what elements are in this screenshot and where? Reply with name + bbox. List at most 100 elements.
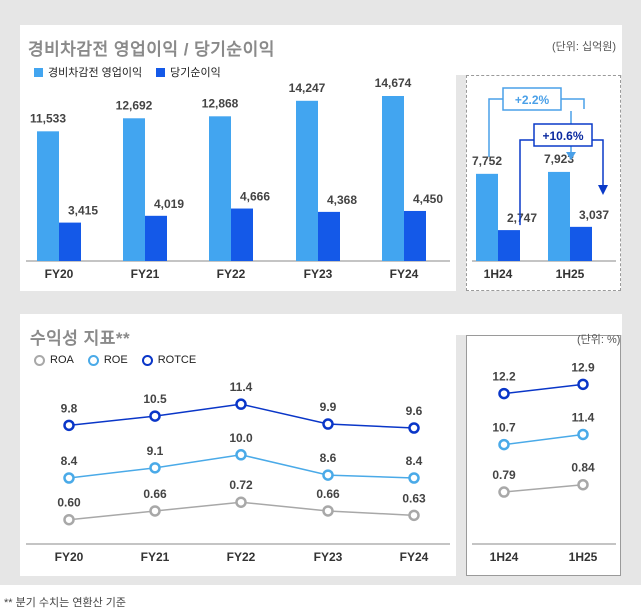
- legend-item-roe: ROE: [87, 354, 128, 366]
- ratio-point-rotce-FY21: [149, 410, 161, 422]
- ratio-half-point-roa-1H25: [577, 478, 589, 491]
- profit-label-net-income-FY21: 4,019: [154, 197, 184, 211]
- profit-bar-op-income-FY22: [209, 116, 231, 261]
- ratio-point-rotce-FY20: [63, 419, 75, 432]
- ratio-xtick-FY24: FY24: [400, 550, 429, 564]
- profit-half-bar-op-income-1H24: [476, 173, 498, 261]
- profit-label-net-income-FY24: 4,450: [413, 192, 443, 206]
- profit-bar-net-income-FY21: [145, 215, 167, 261]
- legend-swatch-net-income: [156, 67, 166, 77]
- ratio-half-panel: [466, 335, 621, 576]
- ratio-label-roe-FY24: 8.4: [406, 454, 423, 468]
- profit-label-op-income-FY22: 12,868: [202, 96, 239, 110]
- profit-label-op-income-FY21: 12,692: [116, 98, 153, 112]
- profit-xtick-FY23: FY23: [304, 267, 333, 281]
- callout-net-income-arrow-head: [598, 185, 608, 195]
- ratio-half-point-rotce-1H24: [498, 387, 510, 400]
- ratio-xtick-FY23: FY23: [314, 550, 343, 564]
- ratio-half-point-rotce-1H25: [577, 378, 589, 391]
- ratio-label-rotce-FY20: 9.8: [61, 401, 78, 415]
- profit-label-op-income-FY24: 14,674: [375, 76, 412, 90]
- profit-xtick-FY22: FY22: [217, 267, 246, 281]
- ratio-half-label-rotce-1H24: 12.2: [492, 370, 516, 384]
- ratio-point-roe-FY23: [322, 469, 334, 481]
- ratio-label-rotce-FY22: 11.4: [230, 380, 253, 394]
- profit-chart-title: 경비차감전 영업이익 / 당기순이익: [28, 40, 275, 59]
- legend-item-rotce: ROTCE: [141, 354, 197, 366]
- legend-label-net-income: 당기순이익: [170, 67, 221, 79]
- ratio-label-roa-FY20: 0.60: [57, 496, 81, 510]
- ratio-half-line-roa: [503, 483, 584, 493]
- legend-marker-roe: [87, 354, 99, 366]
- legend-item-net-income: 당기순이익: [156, 64, 221, 80]
- profit-half-bar-net-income-1H25: [570, 226, 592, 261]
- profit-label-net-income-FY20: 3,415: [68, 204, 98, 218]
- profit-label-op-income-FY20: 11,533: [30, 111, 66, 125]
- ratio-label-rotce-FY23: 9.9: [320, 400, 337, 414]
- footnote: ** 분기 수치는 연환산 기준: [4, 597, 126, 609]
- profit-half-bar-net-income-1H24: [498, 230, 520, 261]
- legend-label-rotce: ROTCE: [157, 354, 197, 366]
- ratio-point-rotce-FY24: [408, 422, 420, 434]
- ratio-point-roe-FY22: [235, 449, 247, 461]
- profit-bar-op-income-FY24: [382, 96, 404, 261]
- ratio-half-label-rotce-1H25: 12.9: [571, 360, 595, 374]
- profit-unit-label: (단위: 십억원): [552, 41, 617, 53]
- legend-label-op-income: 경비차감전 영업이익: [48, 67, 143, 79]
- ratio-xtick-FY20: FY20: [55, 550, 84, 564]
- profit-bar-net-income-FY23: [318, 211, 340, 261]
- profit-half-label-net-income-1H25: 3,037: [579, 208, 609, 222]
- profit-legend: 경비차감전 영업이익 당기순이익: [34, 64, 221, 80]
- profit-half-xtick-1H24: 1H24: [484, 267, 513, 281]
- profit-xtick-FY20: FY20: [45, 267, 74, 281]
- ratio-xtick-FY21: FY21: [141, 550, 170, 564]
- legend-swatch-op-income: [34, 67, 43, 77]
- ratio-label-rotce-FY24: 9.6: [406, 404, 423, 418]
- profit-panel-header: [456, 25, 622, 75]
- callout-op-income-arrow-head: [566, 152, 576, 160]
- ratio-point-roe-FY21: [149, 462, 161, 474]
- profit-xtick-FY24: FY24: [390, 267, 419, 281]
- ratio-half-point-roe-1H25: [577, 428, 589, 441]
- profit-label-net-income-FY23: 4,368: [327, 193, 357, 207]
- profit-half-bar-op-income-1H25: [548, 171, 570, 261]
- ratio-label-roe-FY22: 10.0: [229, 431, 253, 445]
- ratio-half-label-roa-1H25: 0.84: [571, 461, 595, 475]
- profit-half-label-net-income-1H24: 2,747: [507, 211, 537, 225]
- profit-half-xtick-1H25: 1H25: [556, 267, 585, 281]
- callout-net-income-text: +10.6%: [542, 129, 583, 143]
- ratio-label-roe-FY20: 8.4: [61, 454, 78, 468]
- ratio-label-roa-FY21: 0.66: [143, 487, 167, 501]
- ratio-half-label-roa-1H24: 0.79: [492, 468, 516, 482]
- ratio-half-xtick-1H24: 1H24: [490, 550, 519, 564]
- ratio-half-point-roa-1H24: [498, 486, 510, 498]
- callout-op-income-text: +2.2%: [515, 93, 550, 107]
- profit-xtick-FY21: FY21: [131, 267, 160, 281]
- legend-label-roe: ROE: [103, 354, 128, 366]
- ratio-point-roa-FY21: [149, 505, 161, 517]
- ratio-point-roe-FY20: [63, 472, 75, 484]
- ratio-label-roa-FY24: 0.63: [402, 491, 426, 505]
- legend-marker-rotce: [141, 354, 153, 366]
- legend-label-roa: ROA: [50, 354, 74, 366]
- profit-bar-op-income-FY23: [296, 100, 318, 261]
- ratio-half-label-roe-1H24: 10.7: [492, 421, 516, 435]
- ratio-label-roa-FY22: 0.72: [229, 478, 253, 492]
- ratio-half-line-rotce: [503, 383, 584, 395]
- callout-net-income-box: [533, 123, 593, 147]
- profit-label-net-income-FY22: 4,666: [240, 190, 270, 204]
- ratio-panel-header: [456, 314, 622, 335]
- legend-item-roa: ROA: [34, 354, 74, 366]
- ratio-point-rotce-FY22: [235, 398, 247, 410]
- ratio-xtick-FY22: FY22: [227, 550, 256, 564]
- ratio-chart-title: 수익성 지표**: [30, 329, 131, 348]
- ratio-point-roa-FY23: [322, 505, 334, 517]
- ratio-unit-label: (단위: %): [577, 334, 621, 346]
- profit-bar-net-income-FY20: [59, 222, 81, 261]
- profit-bar-net-income-FY24: [404, 210, 426, 261]
- profit-bar-op-income-FY20: [37, 131, 59, 261]
- ratio-half-label-roe-1H25: 11.4: [572, 410, 595, 424]
- ratio-point-roa-FY24: [408, 509, 420, 522]
- ratio-label-roe-FY23: 8.6: [320, 451, 337, 465]
